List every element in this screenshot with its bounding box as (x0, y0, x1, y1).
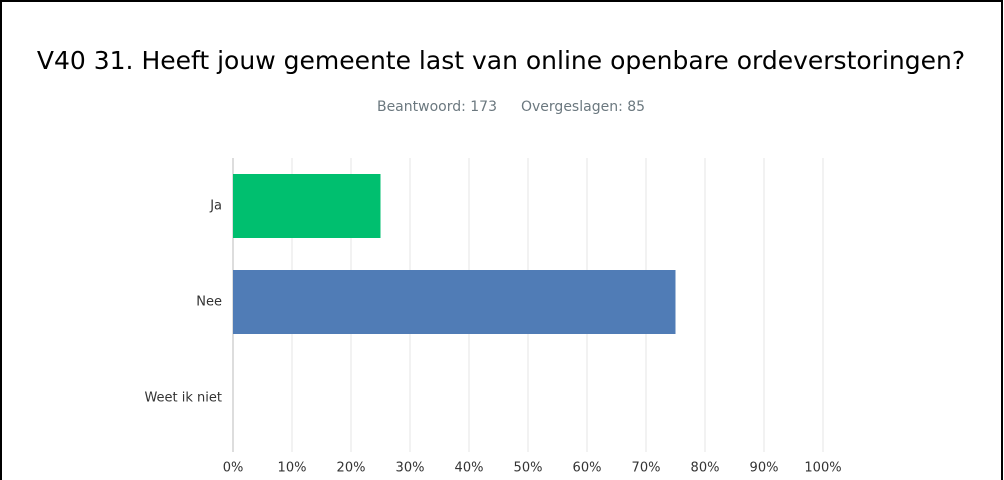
x-tick-label: 90% (750, 461, 779, 476)
chart-title: V40 31. Heeft jouw gemeente last van onl… (37, 46, 965, 75)
skipped: Overgeslagen: 85 (521, 99, 645, 115)
bar (233, 270, 676, 334)
answered: Beantwoord: 173 (377, 99, 497, 115)
x-tick-label: 80% (691, 461, 720, 476)
x-tick-label: 100% (804, 461, 841, 476)
category-label: Weet ik niet (144, 391, 222, 406)
category-label: Ja (209, 199, 222, 214)
x-tick-label: 10% (278, 461, 307, 476)
x-tick-label: 60% (573, 461, 602, 476)
x-tick-label: 40% (455, 461, 484, 476)
bar (233, 174, 381, 238)
category-label: Nee (196, 295, 222, 310)
x-tick-label: 0% (223, 461, 244, 476)
x-tick-label: 30% (396, 461, 425, 476)
x-tick-label: 70% (632, 461, 661, 476)
x-tick-label: 20% (337, 461, 366, 476)
x-tick-label: 50% (514, 461, 543, 476)
